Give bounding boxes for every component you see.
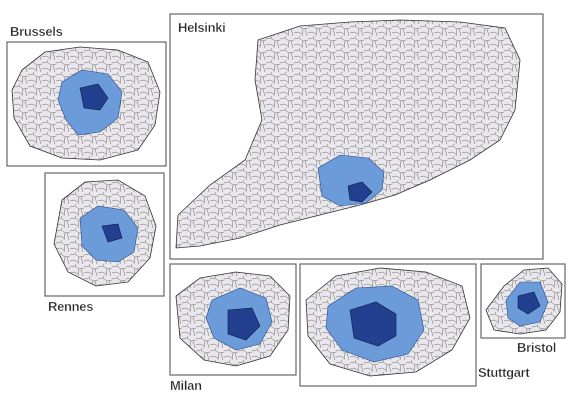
stuttgart-panel: Stuttgart bbox=[299, 263, 531, 387]
core-area bbox=[347, 181, 373, 203]
brussels-panel: Brussels bbox=[6, 24, 167, 167]
bristol-panel: Bristol bbox=[480, 263, 566, 355]
milan-panel: Milan bbox=[169, 263, 297, 393]
region-outline bbox=[175, 19, 521, 249]
core-area bbox=[349, 301, 397, 347]
city-label: Brussels bbox=[10, 24, 63, 39]
helsinki-panel: Helsinki bbox=[169, 13, 544, 260]
core-area bbox=[227, 307, 261, 341]
city-label: Helsinki bbox=[178, 20, 225, 35]
core-area bbox=[101, 223, 123, 243]
rennes-panel: Rennes bbox=[44, 172, 165, 314]
core-area bbox=[79, 83, 109, 111]
core-area bbox=[517, 291, 541, 315]
city-label: Bristol bbox=[517, 340, 556, 355]
city-label: Milan bbox=[170, 378, 202, 393]
city-label: Rennes bbox=[48, 299, 93, 314]
city-label: Stuttgart bbox=[478, 365, 530, 380]
